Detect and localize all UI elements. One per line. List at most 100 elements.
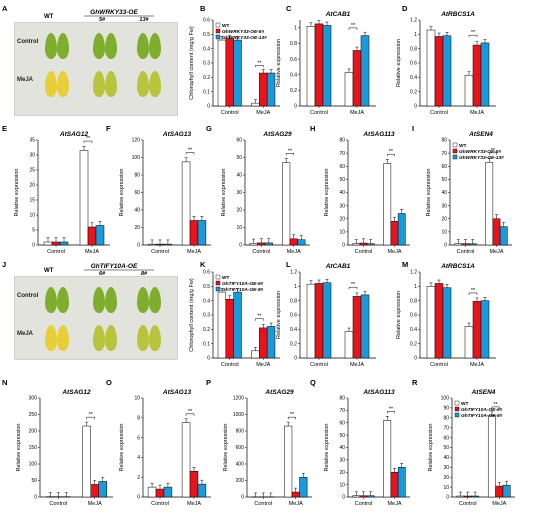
legend-swatch-k xyxy=(215,280,221,286)
chart-title-h: AtSAG113 xyxy=(362,131,395,138)
chart-title-f: AtSAG13 xyxy=(162,131,192,138)
leaf xyxy=(105,33,117,59)
bar-f-2-1 xyxy=(181,161,191,246)
bar-i-1-3 xyxy=(468,243,477,246)
leaf xyxy=(57,325,69,351)
y-tick-label-b: 0.3 xyxy=(203,61,210,67)
y-tick-label-r: 60 xyxy=(443,435,449,441)
y-tick-label-q: 10 xyxy=(339,482,345,488)
bar-e-1-2 xyxy=(51,241,61,246)
y-tick-label-p: 1000 xyxy=(233,412,244,418)
panel-letter-e: E xyxy=(2,124,7,133)
bar-f-2-2 xyxy=(189,220,199,246)
legend-label-k: GhTIFY10A-OE-8# xyxy=(222,287,264,293)
y-axis-label-p: Relative expression xyxy=(223,424,229,472)
bar-m-1-3 xyxy=(442,287,452,359)
bar-h-1-2 xyxy=(359,242,368,246)
sig-bracket-d xyxy=(468,34,478,38)
y-tick-label-b: 0 xyxy=(207,104,210,110)
bar-q-1-2 xyxy=(359,495,368,498)
leaf xyxy=(93,33,105,59)
sig-label-g: ** xyxy=(288,148,293,154)
sig-bracket-l xyxy=(348,286,358,290)
legend-swatch-k xyxy=(215,286,221,292)
bar-r-2-2 xyxy=(495,485,504,498)
bar-o-1-3 xyxy=(163,486,173,498)
bar-h-1-3 xyxy=(366,243,375,246)
row-label-meja: MeJA xyxy=(17,77,34,83)
bar-m-1-1 xyxy=(426,286,436,359)
sig-label-n: ** xyxy=(89,412,94,418)
chart-title-g: AtSAG29 xyxy=(262,131,292,138)
legend-label-i: GhWRKY33-OE-13# xyxy=(459,155,504,161)
y-tick-label-i: 80 xyxy=(441,138,447,144)
x-tick-label-m: MeJA xyxy=(470,362,484,368)
bar-n-2-2 xyxy=(90,484,99,498)
panel-letter-b: B xyxy=(200,4,206,13)
panel-letter-j: J xyxy=(2,260,6,269)
y-tick-label-r: 0 xyxy=(446,495,449,501)
sig-bracket-r xyxy=(491,406,500,409)
sig-label-d: ** xyxy=(471,30,476,36)
bar-h-2-3 xyxy=(397,213,406,246)
panel-letter-c: C xyxy=(286,4,292,13)
y-tick-label-m: 1 xyxy=(414,284,417,290)
y-tick-label-h: 0 xyxy=(342,243,345,249)
panel-letter-n: N xyxy=(2,378,7,387)
leaf xyxy=(137,287,149,313)
bar-o-1-2 xyxy=(155,488,165,498)
y-tick-label-o: 6 xyxy=(137,435,140,441)
chart-title-l: AtCAB1 xyxy=(325,263,351,270)
bar-f-1-2 xyxy=(155,243,165,246)
x-tick-label-r: MeJA xyxy=(492,501,506,507)
x-tick-label-p: MeJA xyxy=(289,501,303,507)
chart-title-n: AtSAG12 xyxy=(61,389,91,396)
chart-title-p: AtSAG29 xyxy=(264,389,294,396)
leaf xyxy=(137,33,149,59)
bar-b-2-3 xyxy=(266,72,276,107)
bar-l-2-3 xyxy=(360,294,370,359)
y-tick-label-h: 30 xyxy=(339,203,345,209)
y-tick-label-g: 0 xyxy=(239,243,242,249)
sig-label-i: ** xyxy=(491,148,496,154)
y-axis-label-e: Relative expression xyxy=(14,169,20,217)
y-tick-label-r: 80 xyxy=(443,416,449,422)
x-tick-label-p: Control xyxy=(254,501,272,507)
x-tick-label-g: MeJA xyxy=(287,249,301,255)
bar-q-2-1 xyxy=(383,420,392,498)
y-tick-label-k: 0.1 xyxy=(203,341,210,347)
y-tick-label-b: 0.6 xyxy=(203,18,210,24)
bar-i-2-2 xyxy=(492,218,501,246)
bar-o-2-1 xyxy=(181,422,191,498)
leaf xyxy=(57,287,69,313)
bar-d-1-1 xyxy=(426,29,436,107)
panel-letter-p: P xyxy=(206,378,211,387)
chart-title-o: AtSAG13 xyxy=(162,389,192,396)
y-tick-label-q: 0 xyxy=(342,495,345,501)
bar-p-2-3 xyxy=(299,476,308,498)
panel-letter-a: A xyxy=(2,4,8,13)
chart-title-q: AtSAG113 xyxy=(362,389,395,396)
x-tick-label-q: Control xyxy=(355,501,373,507)
bar-b-2-1 xyxy=(251,102,260,107)
y-tick-label-n: 0 xyxy=(34,495,37,501)
y-tick-label-h: 10 xyxy=(339,230,345,236)
bar-m-2-3 xyxy=(480,300,490,359)
x-tick-label-l: MeJA xyxy=(350,362,364,368)
bar-i-1-1 xyxy=(454,243,463,246)
row-label-control: Control xyxy=(17,39,39,45)
x-tick-label-d: MeJA xyxy=(470,110,484,116)
y-tick-label-r: 70 xyxy=(443,425,449,431)
y-tick-label-r: 50 xyxy=(443,445,449,451)
x-tick-label-o: MeJA xyxy=(187,501,201,507)
y-tick-label-h: 60 xyxy=(339,164,345,170)
y-axis-label-o: Relative expression xyxy=(119,424,125,472)
photo-sub-label: 13# xyxy=(139,17,149,23)
leaf xyxy=(93,71,105,97)
bar-e-2-3 xyxy=(95,225,105,246)
y-tick-label-l: 0 xyxy=(294,356,297,362)
y-tick-label-d: 1 xyxy=(414,32,417,38)
y-tick-label-n: 300 xyxy=(29,396,38,402)
y-tick-label-r: 20 xyxy=(443,475,449,481)
bar-m-1-2 xyxy=(434,283,444,359)
